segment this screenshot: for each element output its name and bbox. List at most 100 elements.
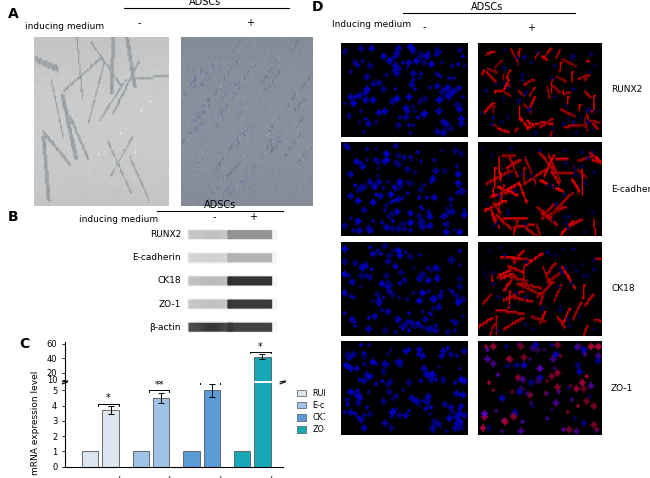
Bar <box>198 231 200 239</box>
Bar <box>224 300 226 308</box>
Bar <box>227 323 229 331</box>
Text: *: * <box>106 393 111 403</box>
Bar <box>201 254 202 262</box>
Bar <box>220 323 221 331</box>
Bar <box>232 254 233 262</box>
Bar <box>194 277 195 285</box>
Text: B: B <box>8 210 18 224</box>
Text: ADSCs: ADSCs <box>203 200 236 210</box>
Bar <box>226 323 228 331</box>
Bar <box>205 323 206 331</box>
Bar <box>209 231 211 239</box>
Bar <box>204 254 205 262</box>
Bar <box>226 254 228 262</box>
Bar <box>232 277 233 285</box>
Bar <box>203 300 204 308</box>
Bar <box>211 231 213 239</box>
Bar <box>219 231 220 239</box>
Bar <box>227 254 229 262</box>
Bar <box>213 323 214 331</box>
Bar <box>207 323 208 331</box>
Bar <box>204 300 205 308</box>
Bar <box>103 385 119 387</box>
Bar <box>214 231 215 239</box>
Bar <box>191 323 192 331</box>
Bar <box>190 300 191 308</box>
Text: +: + <box>216 475 224 478</box>
Text: +: + <box>527 22 536 33</box>
Bar <box>192 277 193 285</box>
Bar <box>202 231 203 239</box>
Bar <box>191 277 192 285</box>
Bar <box>201 323 202 331</box>
Bar <box>209 323 211 331</box>
Text: +: + <box>246 18 254 28</box>
Bar <box>219 277 220 285</box>
Bar <box>219 254 220 262</box>
Bar <box>195 323 196 331</box>
Bar <box>216 300 218 308</box>
Bar <box>218 254 219 262</box>
Bar <box>202 323 203 331</box>
Bar <box>82 451 98 467</box>
Bar <box>191 231 192 239</box>
Bar <box>205 231 206 239</box>
Bar <box>198 323 200 331</box>
Bar <box>195 277 196 285</box>
Bar <box>226 231 228 239</box>
Text: β-actin: β-actin <box>150 323 181 332</box>
Text: CK18: CK18 <box>611 284 634 293</box>
Bar <box>190 231 191 239</box>
Bar <box>231 277 232 285</box>
Text: -: - <box>148 475 151 478</box>
Bar <box>200 254 201 262</box>
Bar <box>201 277 202 285</box>
Text: +: + <box>166 475 173 478</box>
Bar <box>213 300 214 308</box>
Bar <box>223 254 224 262</box>
Bar <box>223 231 224 239</box>
Bar <box>218 277 219 285</box>
Bar <box>203 254 204 262</box>
Bar <box>201 231 202 239</box>
Text: **: ** <box>155 380 164 390</box>
Bar <box>193 323 194 331</box>
Text: -: - <box>137 18 141 28</box>
Bar <box>187 252 277 263</box>
Bar <box>183 451 200 467</box>
Bar <box>203 391 220 467</box>
Text: E-cadherin: E-cadherin <box>133 253 181 262</box>
Bar <box>229 323 231 331</box>
FancyBboxPatch shape <box>227 230 272 239</box>
FancyBboxPatch shape <box>188 253 233 262</box>
Bar <box>220 254 221 262</box>
Bar <box>194 231 195 239</box>
Bar <box>194 254 195 262</box>
Bar <box>198 277 200 285</box>
Bar <box>220 300 221 308</box>
Bar <box>196 323 198 331</box>
Bar <box>220 231 221 239</box>
Bar <box>207 300 208 308</box>
Text: ADSCs: ADSCs <box>471 2 504 12</box>
Bar <box>218 231 219 239</box>
Text: CK18: CK18 <box>157 276 181 285</box>
Bar <box>187 298 277 310</box>
Text: C: C <box>20 337 30 351</box>
Bar <box>234 451 250 467</box>
Bar <box>214 254 215 262</box>
Text: inducing medium: inducing medium <box>25 22 105 31</box>
Bar <box>222 323 223 331</box>
Bar <box>222 254 223 262</box>
Text: -: - <box>198 475 202 478</box>
Bar <box>221 300 222 308</box>
Bar <box>211 277 213 285</box>
Bar <box>231 254 232 262</box>
Text: +: + <box>249 212 257 222</box>
Bar <box>221 231 222 239</box>
Text: *: * <box>207 371 212 381</box>
Bar <box>206 254 207 262</box>
Bar <box>192 300 193 308</box>
Bar <box>198 300 200 308</box>
Bar <box>187 321 277 333</box>
